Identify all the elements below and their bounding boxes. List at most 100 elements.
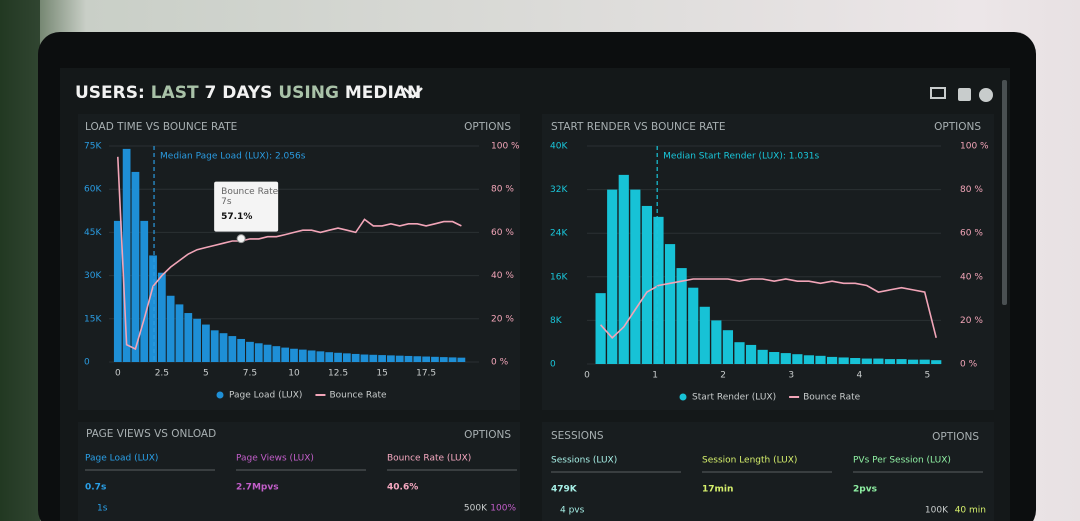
metric-label: Session Length (LUX): [702, 456, 797, 466]
panel-title: SESSIONS: [551, 430, 604, 442]
dropdown-icon[interactable]: [403, 87, 423, 99]
bar: [157, 272, 166, 362]
chart-title: LOAD TIME VS BOUNCE RATE: [85, 121, 237, 133]
options-button[interactable]: OPTIONS: [464, 429, 511, 441]
bar: [325, 352, 334, 362]
y-tick-label: 0: [550, 360, 556, 370]
header-part: USERS:: [75, 83, 145, 103]
y2-tick-label: 0 %: [491, 358, 509, 368]
y-tick-label: 60K: [84, 185, 102, 195]
footnote: 100%: [490, 504, 516, 514]
panel: [78, 422, 520, 521]
bar: [896, 359, 907, 364]
x-tick-label: 0: [115, 369, 121, 379]
x-tick-label: 0: [584, 371, 590, 381]
bar: [664, 244, 676, 364]
chart-title: START RENDER VS BOUNCE RATE: [551, 121, 725, 133]
plant: [0, 0, 40, 521]
bar: [826, 356, 838, 364]
y2-tick-label: 80 %: [960, 185, 983, 195]
scrollbar: [1002, 80, 1007, 305]
footnote: 4 pvs: [560, 506, 585, 516]
y-tick-label: 15K: [84, 314, 102, 324]
bar: [792, 354, 803, 364]
x-tick-label: 2.5: [155, 369, 169, 379]
bar: [734, 342, 745, 364]
bar: [149, 255, 157, 362]
bar: [387, 355, 395, 362]
bar: [316, 351, 325, 362]
monitor-icon[interactable]: [930, 87, 946, 99]
tooltip-value: 57.1%: [221, 212, 252, 222]
bar: [711, 320, 722, 364]
options-button[interactable]: OPTIONS: [932, 431, 979, 443]
bar: [641, 205, 652, 364]
bar: [861, 358, 872, 364]
x-tick-label: 5: [925, 371, 931, 381]
bar: [907, 359, 919, 364]
bar: [246, 341, 254, 362]
header-part: 7 DAYS: [204, 83, 272, 103]
bar: [281, 347, 290, 362]
metric-label: Bounce Rate (LUX): [387, 454, 471, 464]
x-tick-label: 7.5: [243, 369, 257, 379]
bar: [769, 352, 780, 364]
bar: [745, 344, 757, 364]
options-button[interactable]: OPTIONS: [464, 121, 511, 133]
bar: [166, 295, 175, 362]
bar: [699, 306, 710, 364]
bar: [931, 360, 942, 364]
bar: [210, 330, 219, 362]
header-title[interactable]: USERS: LAST 7 DAYS USING MEDIAN: [75, 83, 421, 103]
help-icon[interactable]: [979, 88, 993, 102]
bar: [307, 350, 316, 362]
bar: [228, 336, 237, 362]
y-tick-label: 32K: [550, 185, 568, 195]
panel: [542, 114, 994, 410]
metric-value: 2pvs: [853, 485, 877, 495]
bar: [595, 293, 606, 364]
x-tick-label: 2: [720, 371, 726, 381]
bar: [448, 357, 457, 362]
bar: [184, 313, 193, 362]
bar: [298, 349, 307, 362]
y-tick-label: 40K: [550, 142, 568, 152]
bar: [122, 148, 131, 362]
bar: [803, 355, 815, 364]
y2-tick-label: 60 %: [960, 229, 983, 239]
metric-label: Sessions (LUX): [551, 456, 617, 466]
metric-label: Page Views (LUX): [236, 454, 314, 464]
legend-marker: [216, 391, 224, 399]
bar: [618, 174, 629, 364]
footnote: 100K: [925, 506, 949, 516]
bar: [369, 354, 378, 362]
legend-label: Page Load (LUX): [229, 391, 302, 401]
footnote: 500K: [464, 504, 488, 514]
tooltip-box: [214, 181, 279, 232]
bar: [919, 359, 930, 364]
bar: [780, 353, 791, 364]
share-icon[interactable]: [958, 88, 971, 101]
x-tick-label: 4: [856, 371, 862, 381]
bar: [431, 356, 439, 362]
tooltip-title: Bounce Rate: [221, 187, 279, 197]
metric-label: PVs Per Session (LUX): [853, 456, 951, 466]
metric-value: 40.6%: [387, 483, 418, 493]
y2-tick-label: 20 %: [960, 316, 983, 326]
bar: [873, 358, 884, 364]
line: [600, 278, 937, 339]
bar: [850, 358, 861, 364]
footnote: 40 min: [955, 506, 986, 516]
bar: [140, 220, 149, 362]
line: [117, 156, 462, 351]
bar: [131, 171, 140, 362]
bar: [342, 353, 351, 362]
x-tick-label: 5: [203, 369, 209, 379]
bar: [815, 355, 826, 364]
options-button[interactable]: OPTIONS: [934, 121, 981, 133]
bar: [757, 349, 768, 364]
bar: [272, 346, 281, 362]
y-tick-label: 0: [84, 358, 90, 368]
bar: [838, 357, 849, 364]
y2-tick-label: 40 %: [491, 271, 514, 281]
